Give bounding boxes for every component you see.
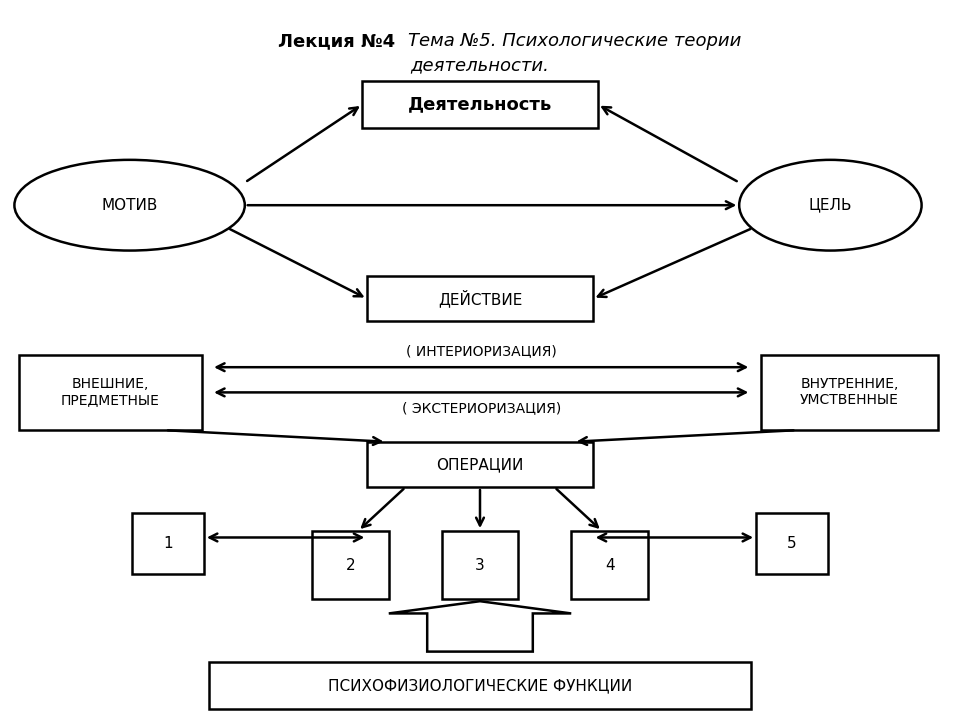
FancyBboxPatch shape bbox=[442, 531, 518, 599]
Text: ОПЕРАЦИИ: ОПЕРАЦИИ bbox=[436, 457, 524, 472]
Text: деятельности.: деятельности. bbox=[411, 56, 549, 74]
Text: ПСИХОФИЗИОЛОГИЧЕСКИЕ ФУНКЦИИ: ПСИХОФИЗИОЛОГИЧЕСКИЕ ФУНКЦИИ bbox=[328, 678, 632, 693]
Text: Деятельность: Деятельность bbox=[408, 95, 552, 113]
Text: ( ЭКСТЕРИОРИЗАЦИЯ): ( ЭКСТЕРИОРИЗАЦИЯ) bbox=[401, 401, 561, 415]
FancyBboxPatch shape bbox=[209, 662, 751, 708]
FancyBboxPatch shape bbox=[756, 513, 828, 575]
FancyBboxPatch shape bbox=[367, 276, 592, 321]
Text: 4: 4 bbox=[605, 558, 614, 572]
Text: ВНЕШНИЕ,
ПРЕДМЕТНЫЕ: ВНЕШНИЕ, ПРЕДМЕТНЫЕ bbox=[61, 377, 159, 408]
Text: 5: 5 bbox=[787, 536, 797, 551]
FancyBboxPatch shape bbox=[571, 531, 648, 599]
Text: 1: 1 bbox=[163, 536, 173, 551]
Text: Тема №5. Психологические теории: Тема №5. Психологические теории bbox=[408, 32, 741, 50]
Text: 2: 2 bbox=[346, 558, 355, 572]
Text: 3: 3 bbox=[475, 558, 485, 572]
Ellipse shape bbox=[739, 160, 922, 251]
Text: ДЕЙСТВИЕ: ДЕЙСТВИЕ bbox=[438, 290, 522, 307]
Text: ЦЕЛЬ: ЦЕЛЬ bbox=[808, 198, 852, 212]
Ellipse shape bbox=[14, 160, 245, 251]
FancyBboxPatch shape bbox=[367, 441, 592, 487]
FancyBboxPatch shape bbox=[312, 531, 389, 599]
Text: ( ИНТЕРИОРИЗАЦИЯ): ( ИНТЕРИОРИЗАЦИЯ) bbox=[406, 345, 557, 359]
Text: Лекция №4: Лекция №4 bbox=[278, 32, 402, 50]
Text: ВНУТРЕННИЕ,
УМСТВЕННЫЕ: ВНУТРЕННИЕ, УМСТВЕННЫЕ bbox=[801, 377, 899, 408]
FancyBboxPatch shape bbox=[760, 354, 939, 430]
Text: МОТИВ: МОТИВ bbox=[102, 198, 157, 212]
Polygon shape bbox=[389, 601, 571, 652]
FancyBboxPatch shape bbox=[362, 81, 597, 127]
FancyBboxPatch shape bbox=[132, 513, 204, 575]
FancyBboxPatch shape bbox=[19, 354, 202, 430]
